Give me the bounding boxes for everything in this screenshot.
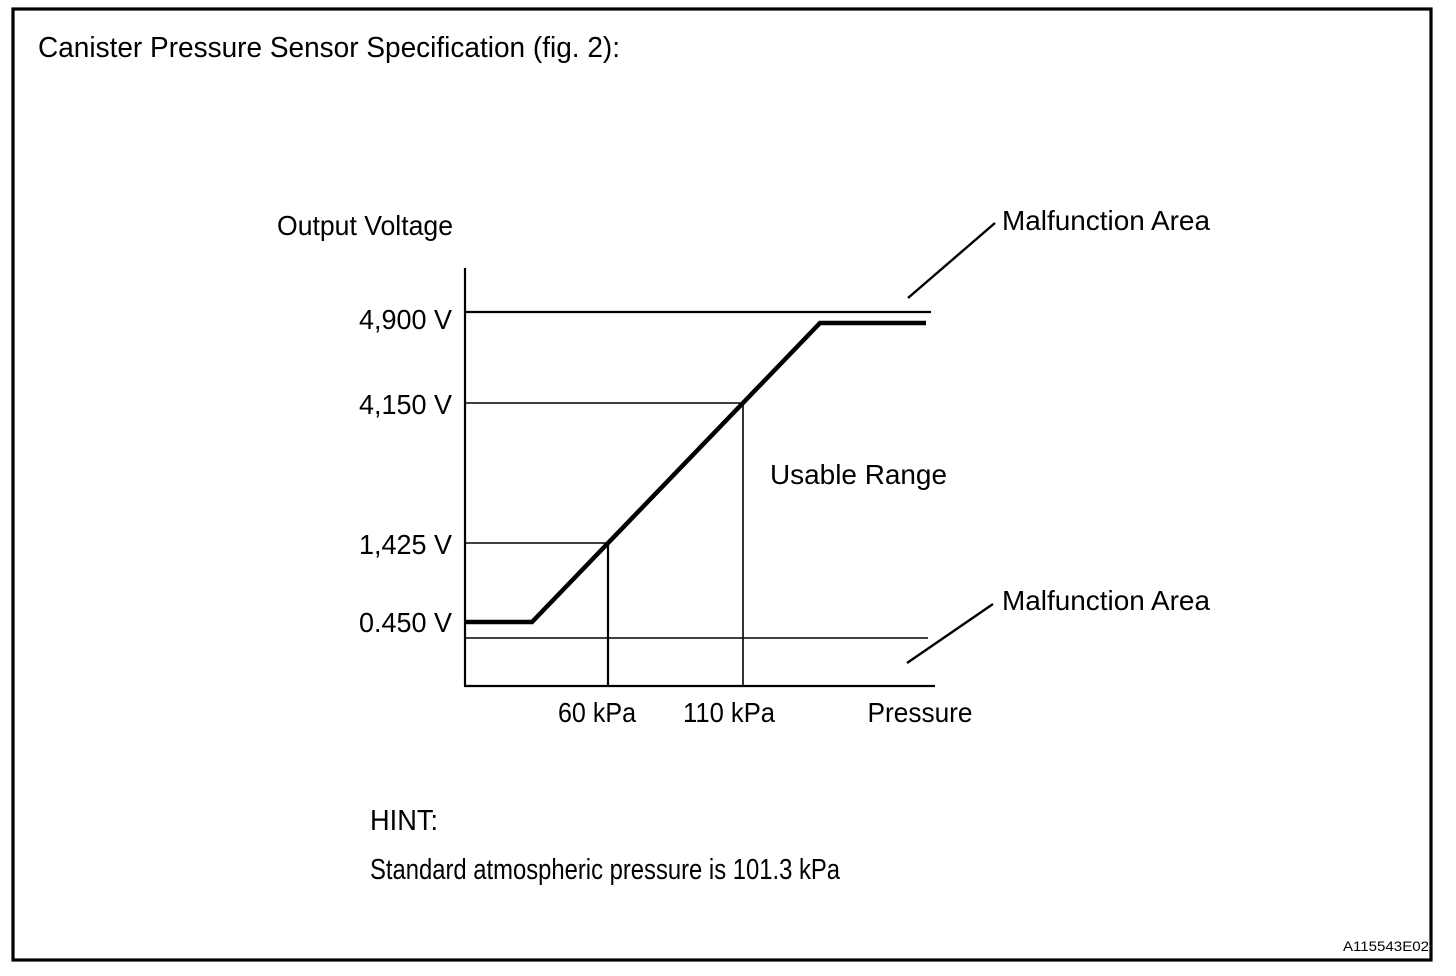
- usable-range-label: Usable Range: [770, 459, 947, 490]
- page-title: Canister Pressure Sensor Specification (…: [38, 32, 620, 64]
- malfunction-callout-top-line: [907, 222, 996, 299]
- sensor-curve: [465, 320, 926, 625]
- figure-border: [11, 7, 1433, 962]
- x-tick-110kpa: 110 kPa: [683, 697, 775, 728]
- hint-label: HINT:: [370, 805, 438, 837]
- malfunction-area-label-bottom: Malfunction Area: [1002, 585, 1210, 616]
- malfunction-callout-bottom-line: [906, 603, 994, 664]
- x-axis-title: Pressure: [868, 697, 973, 728]
- figure-code: A115543E02: [1343, 938, 1429, 954]
- y-tick-0450: 0.450 V: [359, 607, 452, 638]
- y-axis-title: Output Voltage: [277, 210, 453, 241]
- y-tick-4150: 4,150 V: [359, 389, 452, 420]
- y-tick-4900: 4,900 V: [359, 304, 452, 335]
- hint-text: Standard atmospheric pressure is 101.3 k…: [370, 854, 841, 886]
- malfunction-area-label-top: Malfunction Area: [1002, 205, 1210, 236]
- y-tick-1425: 1,425 V: [359, 529, 452, 560]
- x-tick-60kpa: 60 kPa: [558, 697, 636, 728]
